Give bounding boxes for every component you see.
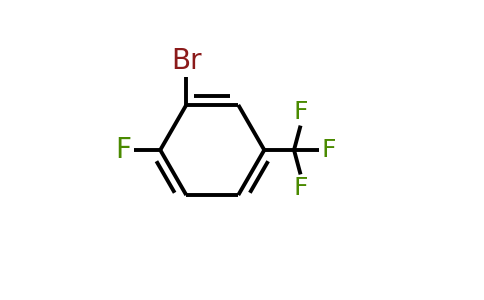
Text: F: F [322,138,336,162]
Text: Br: Br [171,47,201,75]
Text: F: F [293,176,308,200]
Text: F: F [293,100,308,124]
Text: F: F [115,136,131,164]
